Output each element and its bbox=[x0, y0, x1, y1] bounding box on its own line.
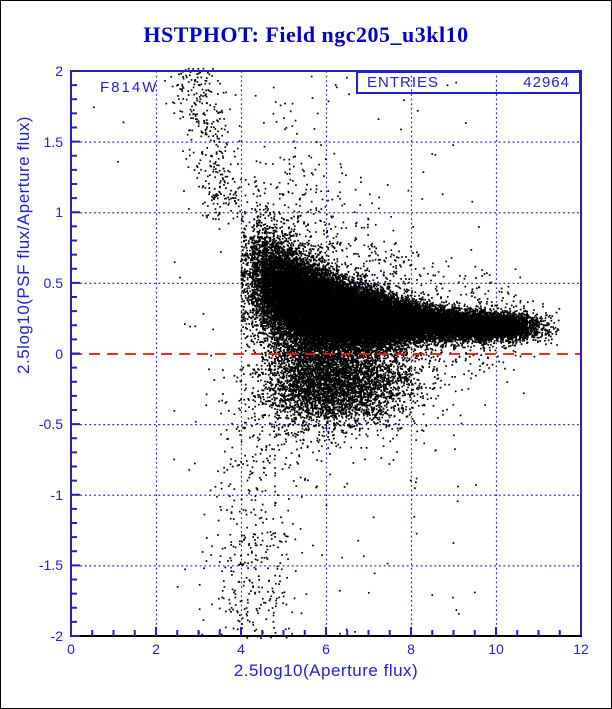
y-tick-label: -1.5 bbox=[38, 557, 63, 574]
y-tick-label: -1 bbox=[50, 486, 63, 503]
y-axis-title: 2.5log10(PSF flux/Aperture flux) bbox=[14, 116, 33, 374]
y-tick-label: 2 bbox=[55, 63, 63, 79]
x-tick-label: 10 bbox=[488, 641, 504, 657]
y-tick-label: -2 bbox=[50, 628, 63, 644]
x-tick-label: 12 bbox=[573, 641, 589, 657]
x-tick-label: 6 bbox=[322, 641, 330, 657]
stats-box: ENTRIES 42964 bbox=[356, 71, 581, 94]
y-tick-label: 1.5 bbox=[43, 133, 63, 150]
y-tick-label: 0 bbox=[55, 345, 63, 362]
page-title: HSTPHOT: Field ngc205_u3kl10 bbox=[143, 22, 469, 47]
y-tick-label: -0.5 bbox=[38, 416, 63, 433]
filter-label: F814W bbox=[100, 79, 159, 96]
x-tick-label: 8 bbox=[407, 641, 415, 657]
x-tick-label: 0 bbox=[67, 641, 75, 657]
x-tick-label: 2 bbox=[152, 641, 160, 657]
stats-value: 42964 bbox=[523, 74, 570, 91]
x-tick-label: 4 bbox=[237, 641, 245, 657]
x-axis-title: 2.5log10(Aperture flux) bbox=[233, 661, 419, 680]
y-tick-label: 1 bbox=[55, 204, 63, 221]
stats-label: ENTRIES bbox=[367, 74, 440, 91]
y-tick-label: 0.5 bbox=[43, 274, 63, 291]
